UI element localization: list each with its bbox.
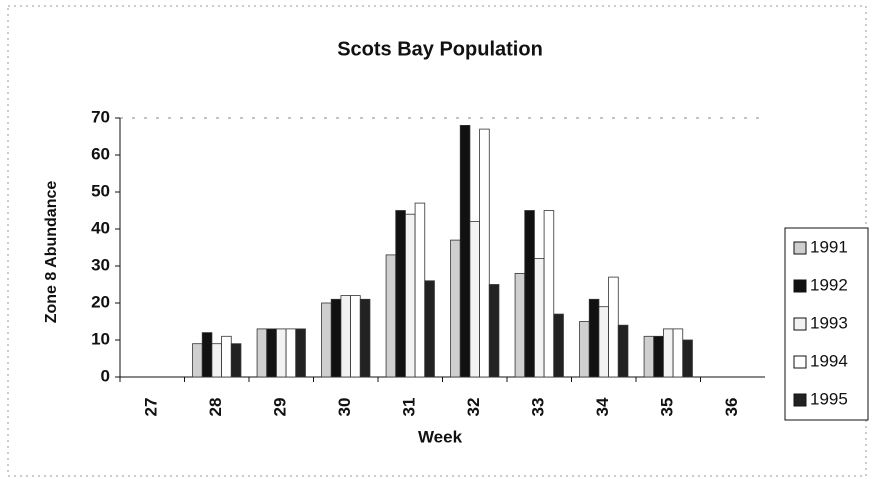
bar	[469, 221, 480, 378]
legend-swatch	[793, 279, 807, 293]
legend-swatch	[793, 393, 807, 407]
x-tick-label: 29	[271, 398, 290, 417]
legend-swatch	[793, 355, 807, 369]
y-tick-label: 60	[91, 144, 110, 163]
bar	[201, 332, 213, 378]
bar	[534, 258, 545, 378]
bar	[211, 343, 222, 378]
bar	[350, 295, 361, 378]
bar	[598, 306, 609, 378]
bar	[424, 280, 435, 378]
bar	[459, 125, 471, 378]
bar	[266, 328, 277, 378]
legend-label: 1994	[810, 351, 848, 370]
bar	[588, 298, 600, 378]
bar	[524, 210, 535, 378]
bar	[663, 328, 674, 378]
y-tick-label: 20	[91, 292, 110, 311]
bar	[340, 295, 351, 378]
chart-title: Scots Bay Population	[337, 38, 543, 60]
bar	[405, 213, 416, 378]
bar	[321, 302, 332, 378]
legend-swatch	[793, 317, 807, 331]
x-tick-label: 30	[335, 398, 354, 417]
x-tick-label: 33	[529, 398, 548, 417]
legend-swatch	[793, 241, 807, 255]
x-tick-label: 36	[722, 398, 741, 417]
bar	[543, 210, 555, 378]
bar	[276, 328, 287, 378]
bar	[256, 328, 268, 378]
bar	[330, 298, 342, 378]
bar	[230, 343, 242, 378]
bar	[553, 313, 564, 378]
legend-label: 1995	[810, 389, 848, 408]
legend-label: 1991	[810, 237, 848, 256]
bar	[450, 239, 461, 378]
bar	[617, 324, 629, 378]
y-tick-label: 40	[91, 218, 110, 237]
bar	[395, 210, 406, 378]
y-tick-label: 30	[91, 255, 110, 274]
bar	[385, 254, 397, 378]
bar	[682, 339, 693, 378]
y-tick-label: 70	[91, 107, 110, 126]
bar	[643, 335, 655, 378]
y-tick-label: 10	[91, 329, 110, 348]
x-axis-label: Week	[418, 427, 463, 446]
y-tick-label: 0	[101, 366, 110, 385]
x-tick-label: 31	[400, 398, 419, 417]
x-tick-label: 32	[464, 398, 483, 417]
bar	[579, 321, 590, 378]
bar	[514, 272, 526, 378]
bar	[608, 276, 619, 378]
legend-label: 1993	[810, 313, 848, 332]
bar	[192, 343, 203, 378]
bar	[672, 328, 684, 378]
bar	[414, 202, 426, 378]
bar	[285, 328, 297, 378]
x-tick-label: 28	[206, 398, 225, 417]
x-tick-label: 27	[142, 398, 161, 417]
bar	[488, 284, 500, 378]
bar	[295, 328, 306, 378]
x-tick-label: 35	[658, 398, 677, 417]
y-tick-label: 50	[91, 181, 110, 200]
x-tick-label: 34	[593, 397, 612, 416]
bar	[359, 298, 371, 378]
bar	[479, 128, 490, 378]
bar	[221, 335, 232, 378]
bar	[653, 335, 664, 378]
y-axis-label: Zone 8 Abundance	[43, 181, 60, 324]
legend-label: 1992	[810, 275, 848, 294]
